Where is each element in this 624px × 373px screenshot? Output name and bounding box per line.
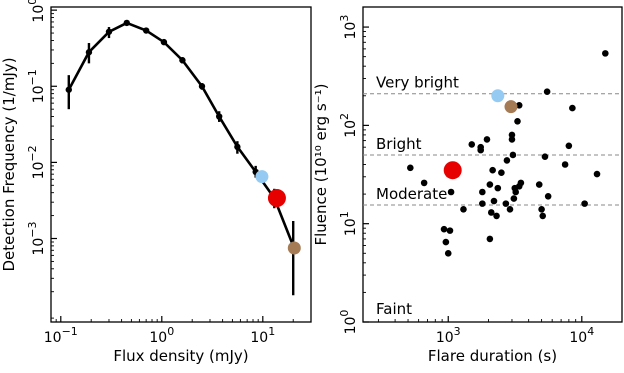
- scatter-point: [477, 146, 485, 154]
- scatter-point: [510, 195, 518, 202]
- scatter-point: [581, 200, 588, 207]
- right-y-tick-label: 100: [338, 310, 359, 335]
- scatter-point: [498, 169, 505, 177]
- band-label: Bright: [376, 135, 422, 153]
- scatter-point: [535, 181, 543, 188]
- scatter-point: [489, 166, 496, 174]
- scatter-point: [468, 141, 476, 148]
- scatter-point: [544, 192, 552, 200]
- scatter-point: [593, 170, 601, 178]
- highlight-marker: [267, 189, 286, 208]
- left-y-tick-label: 10−3: [26, 221, 47, 255]
- scatter-point: [509, 151, 517, 159]
- right-y-tick-label: 102: [338, 113, 359, 138]
- scatter-point: [486, 235, 494, 243]
- right-plot-frame: [362, 6, 623, 323]
- data-point: [198, 83, 206, 90]
- scatter-point: [490, 197, 498, 205]
- scatter-point: [407, 164, 414, 172]
- scatter-point: [539, 212, 547, 220]
- data-point: [65, 86, 72, 93]
- scatter-point: [503, 157, 511, 164]
- detection-frequency-line: [67, 21, 295, 247]
- right-y-axis-title: Fluence (10¹⁰ erg s⁻¹): [312, 83, 330, 245]
- scatter-point: [483, 136, 491, 143]
- data-point: [234, 143, 241, 151]
- scatter-point: [565, 142, 573, 150]
- left-plot-frame: [50, 6, 312, 323]
- scatter-point: [561, 161, 569, 168]
- data-point: [142, 27, 150, 34]
- scatter-point: [493, 212, 500, 220]
- scatter-point: [486, 181, 494, 188]
- scatter-point: [479, 200, 486, 207]
- scatter-point: [569, 104, 576, 112]
- data-point: [160, 38, 168, 46]
- right-x-tick-label: 104: [569, 325, 594, 346]
- left-y-tick-label: 10−2: [26, 145, 47, 179]
- left-x-tick-label: 100: [149, 325, 174, 346]
- scatter-point: [502, 200, 510, 207]
- scatter-point: [512, 188, 520, 196]
- highlight-marker: [504, 100, 518, 114]
- left-x-tick-label: 10−1: [44, 325, 78, 346]
- highlight-marker: [287, 241, 301, 255]
- scatter-point: [420, 179, 428, 187]
- band-label: Very bright: [376, 74, 459, 92]
- scatter-point: [460, 206, 467, 213]
- right-y-tick-label: 103: [338, 15, 359, 40]
- scatter-point: [447, 188, 455, 196]
- scatter-point: [541, 153, 549, 161]
- scatter-point: [515, 102, 523, 109]
- scatter-point: [538, 206, 545, 213]
- highlight-marker: [255, 170, 269, 184]
- data-point: [215, 113, 223, 120]
- data-point: [123, 19, 130, 27]
- scatter-point: [442, 238, 450, 246]
- right-x-axis-title: Flare duration (s): [428, 347, 557, 365]
- highlight-marker: [443, 161, 462, 180]
- band-label: Faint: [376, 300, 412, 318]
- scatter-point: [506, 206, 514, 213]
- scatter-point: [440, 225, 448, 233]
- right-x-tick-label: 103: [436, 325, 461, 346]
- left-y-tick-label: 10−1: [26, 69, 47, 103]
- left-x-tick-label: 101: [250, 325, 275, 346]
- scatter-point: [543, 88, 551, 96]
- scatter-point: [479, 188, 486, 196]
- scatter-point: [517, 179, 525, 187]
- scatter-point: [444, 249, 452, 257]
- data-point: [179, 57, 186, 64]
- scatter-point: [487, 209, 495, 216]
- left-x-axis-title: Flux density (mJy): [113, 347, 248, 365]
- scatter-point: [446, 227, 454, 234]
- scatter-point: [508, 136, 516, 143]
- right-y-tick-label: 101: [338, 211, 359, 236]
- data-point: [85, 49, 93, 56]
- highlight-marker: [491, 89, 505, 103]
- left-y-tick-label: 100: [26, 0, 47, 23]
- data-point: [105, 28, 113, 35]
- left-y-axis-title: Detection Frequency (1/mJy): [0, 57, 18, 271]
- scatter-point: [514, 118, 521, 125]
- band-label: Moderate: [376, 185, 447, 203]
- scatter-point: [602, 50, 609, 57]
- scatter-point: [494, 184, 502, 192]
